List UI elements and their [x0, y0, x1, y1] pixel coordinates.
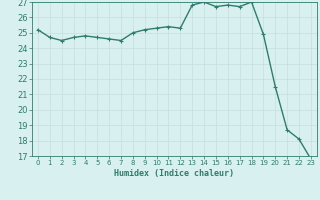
X-axis label: Humidex (Indice chaleur): Humidex (Indice chaleur) — [115, 169, 234, 178]
